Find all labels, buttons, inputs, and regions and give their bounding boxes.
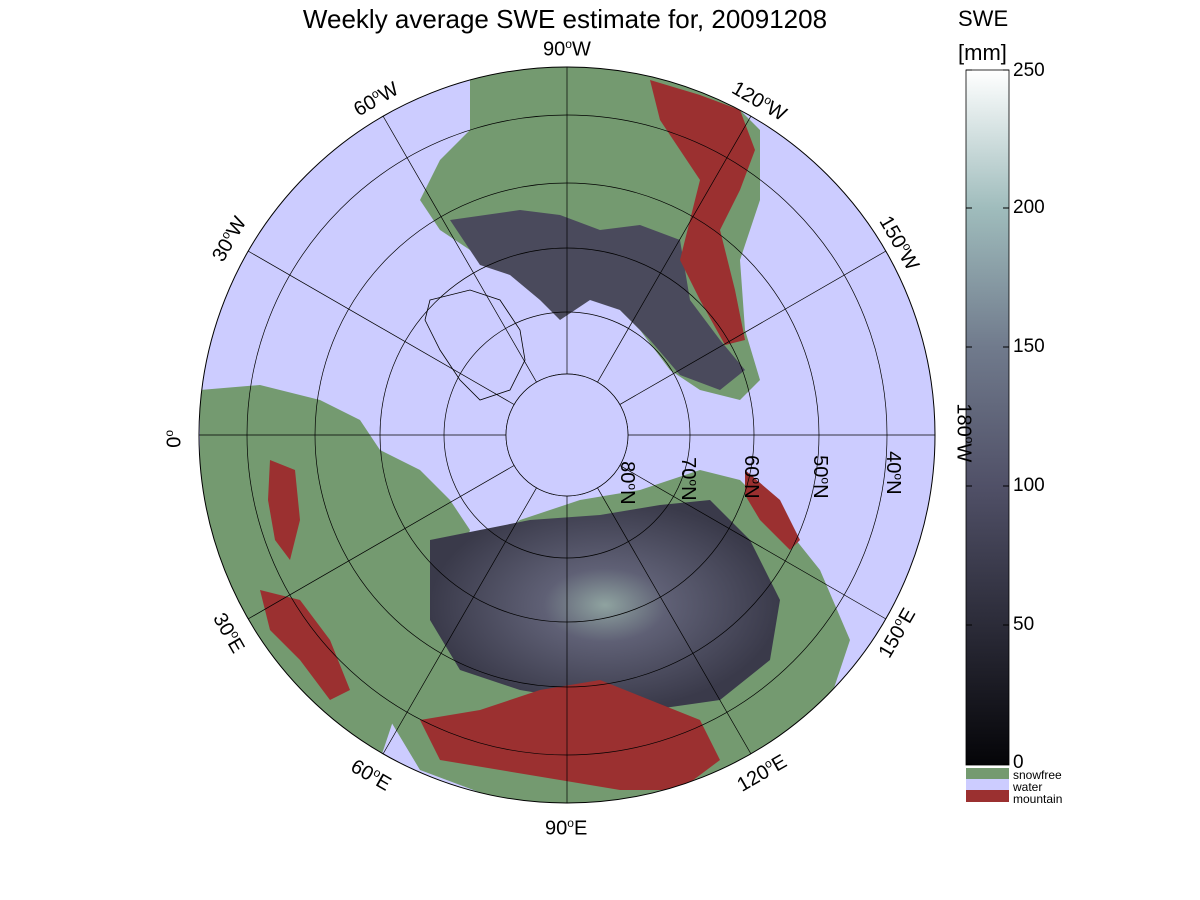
lon-label-90e: 90oE [545, 816, 588, 840]
colorbar-title-line2: [mm] [958, 40, 1007, 65]
europe-mountain [260, 590, 350, 700]
asia-mountain-belt [420, 680, 720, 790]
lon-label-0: 0o [162, 429, 186, 448]
lat-label-80n: 80oN [615, 461, 640, 505]
kamchatka-mountain [745, 470, 800, 550]
legend-label-water: water [1013, 780, 1043, 794]
north-america-snow [450, 210, 745, 390]
colorbar-tick-150: 150 [1013, 336, 1045, 357]
lat-label-40n: 40oN [881, 451, 906, 495]
legend-swatch-mountain [966, 790, 1009, 802]
legend-label-mountain: mountain [1013, 792, 1063, 806]
lon-label-180w: 180oW [952, 403, 977, 463]
colorbar-ticks [966, 69, 1009, 765]
pole-cap [505, 373, 629, 497]
legend-label-snowfree: snowfree [1013, 768, 1062, 782]
rockies-mountain [650, 80, 755, 345]
colorbar-tick-0: 0 [1013, 752, 1024, 773]
lat-label-70n: 70oN [676, 457, 701, 501]
lat-label-60n: 60oN [739, 455, 764, 499]
map-title: Weekly average SWE estimate for, 2009120… [302, 4, 828, 34]
colorbar-tick-200: 200 [1013, 197, 1045, 218]
legend-swatch-water [966, 779, 1009, 790]
siberia-snow [430, 500, 780, 710]
map-boundary [198, 66, 936, 804]
colorbar-gradient [965, 69, 1010, 766]
lat-label-50n: 50oN [808, 455, 833, 499]
legend-swatch-snowfree [966, 768, 1009, 779]
scandinavia-mountain [268, 460, 300, 560]
colorbar-tick-250: 250 [1013, 60, 1045, 81]
lon-label-90w: 90oW [543, 37, 591, 61]
colorbar-title-line1: SWE [958, 6, 1009, 31]
colorbar-tick-100: 100 [1013, 475, 1045, 496]
colorbar-tick-50: 50 [1013, 614, 1035, 635]
greenland [424, 289, 526, 401]
